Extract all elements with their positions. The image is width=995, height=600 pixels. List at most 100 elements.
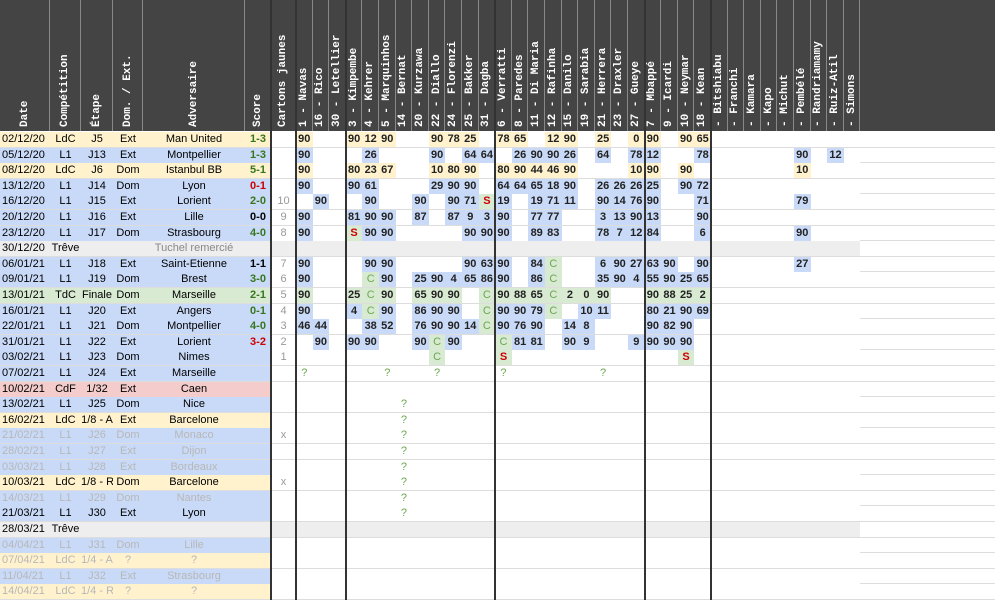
player-minutes-cell[interactable]: 90 [794,225,811,241]
player-minutes-cell[interactable] [628,490,645,506]
player-minutes-cell[interactable]: 90 [428,288,446,303]
player-minutes-cell[interactable] [495,397,512,413]
player-minutes-cell[interactable] [744,397,761,413]
player-minutes-cell[interactable]: 78 [495,132,512,147]
player-minutes-cell[interactable] [777,366,794,381]
column-header[interactable]: 27 - Gueye [628,0,645,131]
player-minutes-cell[interactable] [794,584,811,600]
player-minutes-cell[interactable] [661,132,678,147]
player-minutes-cell[interactable] [611,163,628,179]
player-minutes-cell[interactable] [312,350,330,366]
player-minutes-cell[interactable] [760,584,778,600]
player-minutes-cell[interactable] [711,444,728,459]
match-row[interactable]: 03/03/21 L1 J28 Ext Bordeaux? [0,459,995,476]
match-row[interactable]: 28/03/21 Trêve [0,522,995,538]
player-minutes-cell[interactable] [843,568,861,584]
column-header[interactable]: - Michut [777,0,794,131]
player-minutes-cell[interactable]: 90 [495,210,512,225]
player-minutes-cell[interactable] [611,288,628,303]
player-minutes-cell[interactable] [727,256,745,272]
player-minutes-cell[interactable] [827,210,844,225]
player-minutes-cell[interactable]: 90 [379,256,396,272]
player-minutes-cell[interactable] [495,522,512,537]
player-minutes-cell[interactable]: 25 [345,288,363,303]
player-minutes-cell[interactable] [827,132,844,147]
player-minutes-cell[interactable] [495,428,512,444]
player-minutes-cell[interactable] [677,506,695,522]
player-minutes-cell[interactable] [827,584,844,600]
player-minutes-cell[interactable]: 0 [628,132,645,147]
player-minutes-cell[interactable]: 90 [644,194,662,210]
player-minutes-cell[interactable] [412,537,429,553]
player-minutes-cell[interactable]: 27 [794,256,811,272]
player-minutes-cell[interactable] [345,256,363,272]
player-minutes-cell[interactable] [827,522,844,537]
player-minutes-cell[interactable] [744,584,761,600]
player-minutes-cell[interactable] [312,490,330,506]
player-minutes-cell[interactable] [677,490,695,506]
player-minutes-cell[interactable]: 90 [794,147,811,163]
column-header[interactable]: - Simons [844,0,861,131]
player-minutes-cell[interactable] [578,147,595,163]
match-row[interactable]: 10/03/21 LdC 1/8 - R Dom Barcelone x? [0,475,995,491]
match-row[interactable]: 28/02/21 L1 J27 Ext Dijon? [0,444,995,460]
player-minutes-cell[interactable] [511,366,529,381]
player-minutes-cell[interactable] [312,506,330,522]
player-minutes-cell[interactable] [843,428,861,444]
player-minutes-cell[interactable]: 88 [661,288,678,303]
player-minutes-cell[interactable] [827,553,844,569]
player-minutes-cell[interactable] [777,475,794,491]
player-minutes-cell[interactable] [395,210,413,225]
player-minutes-cell[interactable] [345,444,363,459]
player-minutes-cell[interactable] [594,241,612,257]
player-minutes-cell[interactable]: 4 [445,272,462,288]
player-minutes-cell[interactable] [395,256,413,272]
player-minutes-cell[interactable]: 69 [694,303,711,319]
player-minutes-cell[interactable] [395,132,413,147]
match-row[interactable]: 03/02/21 L1 J23 Dom Nimes 1 C S S [0,350,995,366]
player-minutes-cell[interactable] [395,553,413,569]
player-minutes-cell[interactable] [644,584,662,600]
player-minutes-cell[interactable] [296,537,313,553]
player-minutes-cell[interactable] [445,584,462,600]
player-minutes-cell[interactable] [296,584,313,600]
player-minutes-cell[interactable]: 90 [628,210,645,225]
player-minutes-cell[interactable] [329,506,346,522]
player-minutes-cell[interactable] [345,147,363,163]
player-minutes-cell[interactable] [843,553,861,569]
player-minutes-cell[interactable]: C [362,272,379,288]
player-minutes-cell[interactable]: 12 [545,132,562,147]
player-minutes-cell[interactable] [644,537,662,553]
player-minutes-cell[interactable]: 46 [296,319,313,335]
player-minutes-cell[interactable] [677,381,695,397]
player-minutes-cell[interactable]: ? [395,444,413,459]
player-minutes-cell[interactable]: 7 [611,225,628,241]
player-minutes-cell[interactable] [744,256,761,272]
player-minutes-cell[interactable] [478,537,496,553]
player-minutes-cell[interactable] [561,428,579,444]
player-minutes-cell[interactable] [777,459,794,475]
player-minutes-cell[interactable]: 25 [412,272,429,288]
player-minutes-cell[interactable] [711,568,728,584]
player-minutes-cell[interactable] [329,568,346,584]
player-minutes-cell[interactable] [594,381,612,397]
player-minutes-cell[interactable]: 90 [694,256,711,272]
player-minutes-cell[interactable] [760,272,778,288]
player-minutes-cell[interactable] [511,475,529,491]
player-minutes-cell[interactable]: 65 [528,178,545,194]
player-minutes-cell[interactable] [644,381,662,397]
player-minutes-cell[interactable]: 90 [677,303,695,319]
player-minutes-cell[interactable] [777,412,794,428]
player-minutes-cell[interactable]: 14 [462,319,479,335]
player-minutes-cell[interactable] [628,412,645,428]
column-header[interactable]: Score [245,0,271,131]
player-minutes-cell[interactable] [412,178,429,194]
player-minutes-cell[interactable] [395,319,413,335]
player-minutes-cell[interactable] [511,194,529,210]
player-minutes-cell[interactable] [445,412,462,428]
player-minutes-cell[interactable] [345,490,363,506]
player-minutes-cell[interactable] [379,584,396,600]
player-minutes-cell[interactable] [611,334,628,350]
player-minutes-cell[interactable] [528,381,545,397]
player-minutes-cell[interactable]: 9 [462,210,479,225]
